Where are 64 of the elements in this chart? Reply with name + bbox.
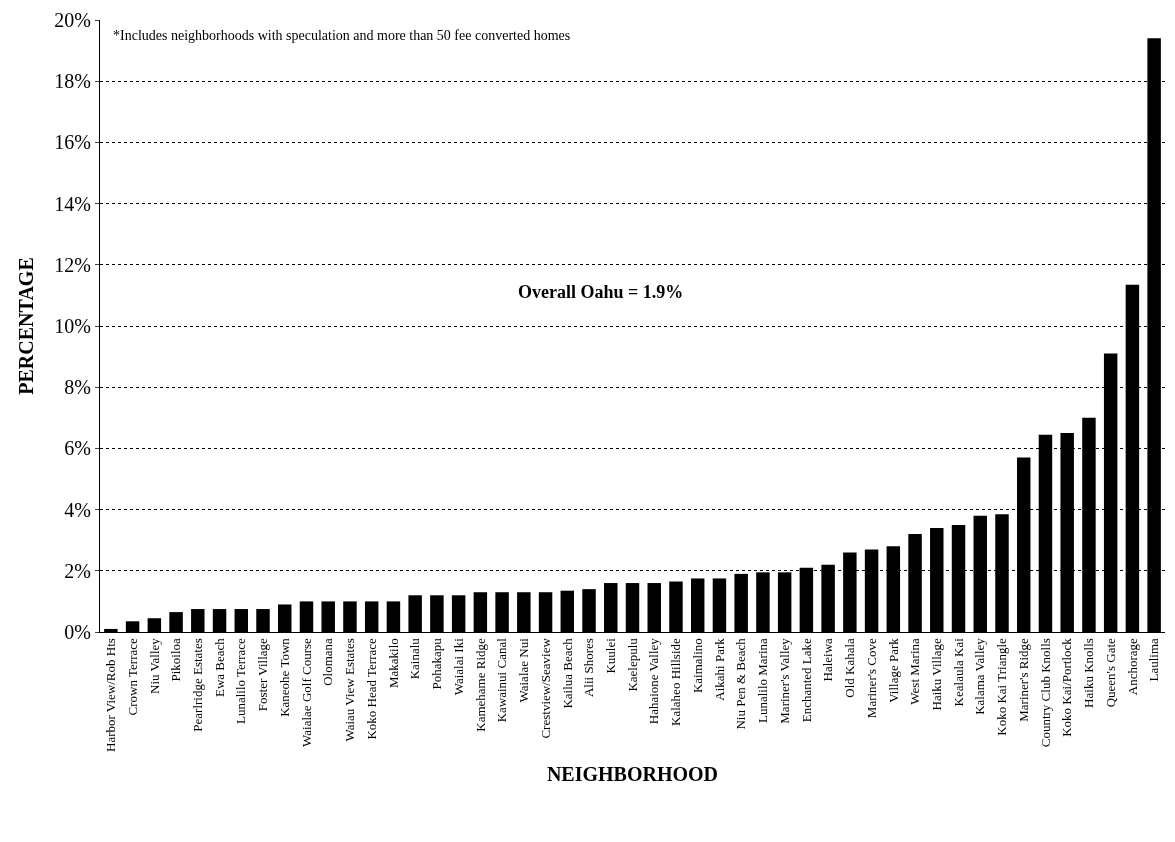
x-tick-label: Village Park: [885, 637, 901, 703]
x-tick-label: Kalama Valley: [972, 637, 988, 715]
y-tick-label: 10%: [54, 315, 91, 337]
x-tick-label: Niu Valley: [146, 637, 162, 694]
x-tick-label: Kawainui Canal: [494, 637, 510, 723]
x-tick-label: Enchanted Lake: [798, 637, 814, 723]
x-tick-label: Kuulei: [602, 637, 618, 674]
x-tick-label: Kamehame Ridge: [472, 637, 488, 732]
x-tick-label: Kalaheo Hillside: [668, 637, 684, 726]
x-tick-label: Mariner's Ridge: [1015, 637, 1031, 722]
x-tick-label: Alii Shores: [581, 638, 597, 698]
x-tick-label: Laulima: [1146, 637, 1162, 682]
annotation: Overall Oahu = 1.9%: [518, 282, 684, 302]
y-tick-label: 18%: [54, 70, 91, 93]
y-tick-label: 8%: [64, 376, 91, 399]
x-tick-label: Haleiwa: [820, 637, 836, 682]
x-tick-label: Pohakapu: [429, 637, 445, 690]
y-tick-label: 6%: [64, 437, 91, 460]
y-tick-label: 16%: [54, 131, 91, 154]
x-tick-label: Niu Pen & Beach: [733, 637, 749, 730]
x-tick-label: Crestview/Seaview: [537, 637, 553, 739]
x-tick-label: Old Kahala: [842, 637, 858, 698]
x-tick-label: Mariner's Cove: [863, 637, 879, 719]
y-tick-label: 12%: [54, 253, 91, 276]
x-tick-label: Lunalilo Terrace: [233, 637, 249, 725]
x-tick-label: Haiku Knolls: [1081, 638, 1097, 708]
x-tick-label: Olomana: [320, 637, 336, 686]
x-tick-label: West Marina: [907, 637, 923, 705]
x-tick-label: Koko Kai/Portlock: [1059, 637, 1075, 737]
x-tick-label: Waialai Iki: [450, 637, 466, 696]
x-tick-label: Waiau View Estates: [342, 638, 358, 742]
x-tick-label: Waialae Golf Course: [298, 637, 314, 747]
x-tick-label: Country Club Knolls: [1037, 638, 1053, 748]
x-tick-label: Kaneohe Town: [276, 637, 292, 717]
y-tick-label: 0%: [64, 621, 91, 643]
y-tick-label: 14%: [54, 192, 91, 215]
x-tick-label: Queen's Gate: [1102, 637, 1118, 708]
x-tick-label: Kealaula Kai: [950, 637, 966, 707]
x-tick-label: Haiku Village: [929, 637, 945, 711]
x-tick-label: Ewa Beach: [211, 637, 227, 698]
x-tick-label: Koko Kai Triangle: [994, 637, 1010, 736]
x-tick-label: Anchorage: [1124, 637, 1140, 696]
x-tick-label: Makakilo: [385, 638, 401, 689]
x-axis-title: NEIGHBORHOOD: [546, 762, 719, 785]
x-tick-label: Hahaione Valley: [646, 637, 662, 725]
annotation: *Includes neighborhoods with speculation and more than 50 fee converted homes: [113, 28, 571, 43]
x-tick-label: Lunalilo Marina: [755, 637, 771, 724]
y-tick-label: 2%: [64, 559, 91, 582]
y-tick-label: 4%: [64, 498, 91, 521]
x-tick-label: Waialae Nui: [516, 637, 532, 703]
x-tick-label: Pearlridge Estates: [190, 638, 206, 732]
y-axis-title: PERCENTAGE: [14, 257, 37, 395]
x-tick-label: Mariner's Valley: [776, 637, 792, 724]
x-tick-label: Kainalu: [407, 637, 423, 680]
x-tick-label: Crown Terrace: [124, 637, 140, 716]
x-tick-label: Kaelepulu: [624, 637, 640, 692]
x-tick-label: Koko Head Terrace: [363, 637, 379, 740]
x-tick-label: Harbor View/Rob Hts: [103, 638, 119, 753]
y-tick-label: 20%: [54, 9, 91, 31]
x-tick-label: Foster Village: [255, 637, 271, 712]
x-tick-label: Aikahi Park: [711, 637, 727, 701]
x-tick-label: Pikoiloa: [168, 637, 184, 682]
x-tick-label: Kaimalino: [689, 638, 705, 694]
x-tick-label: Kailua Beach: [559, 637, 575, 709]
